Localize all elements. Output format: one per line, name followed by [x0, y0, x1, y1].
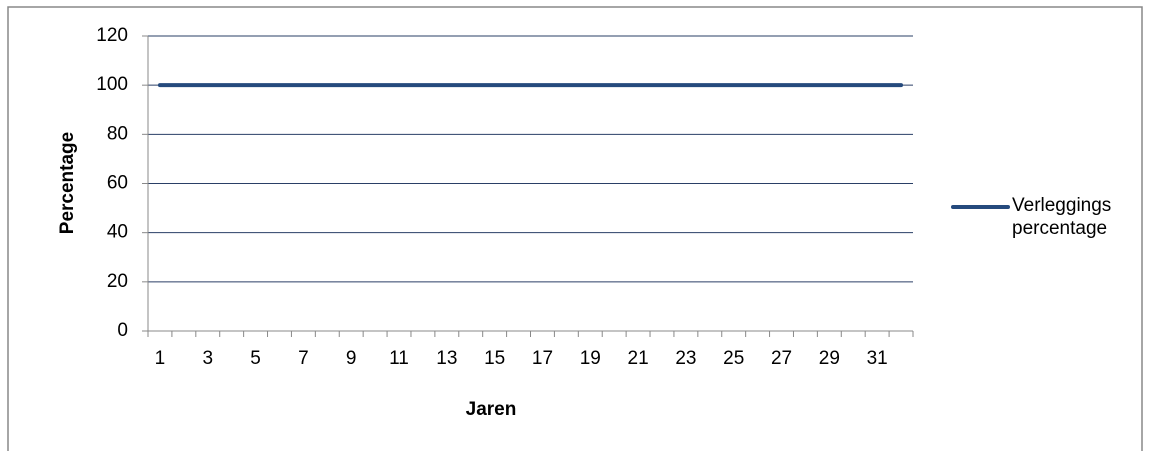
- y-tick-label: 0: [117, 320, 128, 341]
- x-tick-label: 13: [436, 348, 457, 369]
- y-tick-label: 20: [107, 271, 128, 292]
- y-tick-label: 80: [107, 123, 128, 144]
- x-tick-label: 7: [298, 348, 309, 369]
- x-tick-label: 21: [628, 348, 649, 369]
- y-axis-label: Percentage: [57, 132, 78, 234]
- y-tick-label: 60: [107, 173, 128, 194]
- y-tick-label: 120: [96, 25, 128, 46]
- x-tick-label: 5: [250, 348, 261, 369]
- x-tick-label: 1: [155, 348, 166, 369]
- x-tick-label: 25: [723, 348, 744, 369]
- x-tick-label: 23: [675, 348, 696, 369]
- x-tick-label: 11: [389, 348, 409, 369]
- x-tick-label: 9: [346, 348, 357, 369]
- x-tick-label: 29: [819, 348, 840, 369]
- x-tick-label: 31: [867, 348, 888, 369]
- x-tick-label: 19: [580, 348, 601, 369]
- x-tick-label: 17: [532, 348, 553, 369]
- legend-label: Verleggings percentage: [1012, 195, 1112, 239]
- x-tick-label: 15: [484, 348, 505, 369]
- x-tick-label: 3: [202, 348, 213, 369]
- y-tick-label: 40: [107, 222, 128, 243]
- x-tick-label: 27: [771, 348, 792, 369]
- chart-frame: [7, 6, 1143, 451]
- x-axis-label: Jaren: [466, 399, 517, 420]
- y-tick-label: 100: [96, 74, 128, 95]
